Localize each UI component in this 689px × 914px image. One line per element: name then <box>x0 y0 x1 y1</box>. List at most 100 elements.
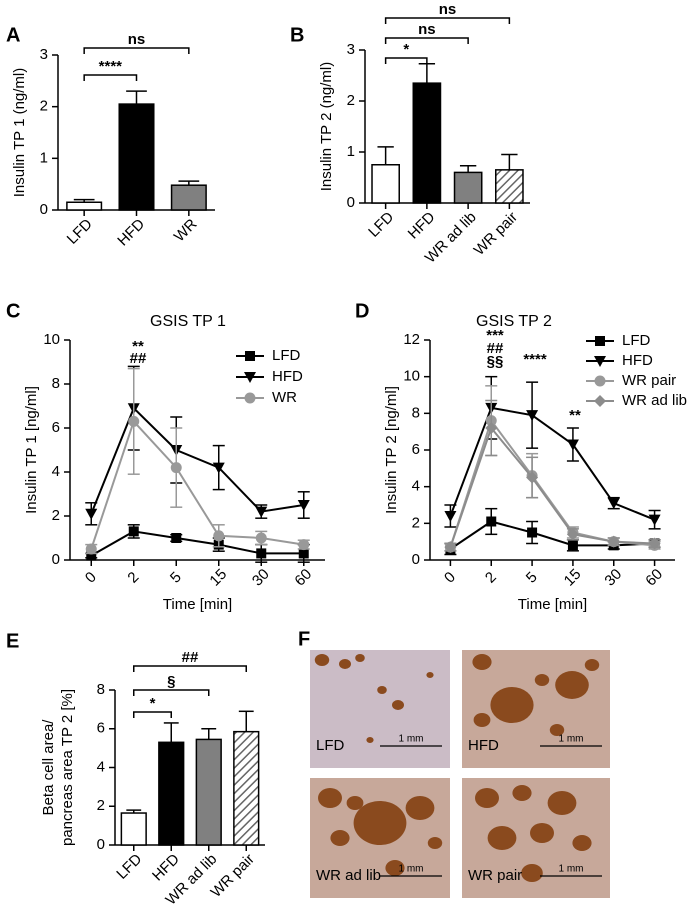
y-tick-label: 3 <box>347 41 355 58</box>
y-axis-label: pancreas area TP 2 [%] <box>59 689 76 846</box>
marker <box>526 410 539 422</box>
scale-label: 1 mm <box>559 734 584 745</box>
x-tick-label: 2 <box>124 569 142 587</box>
marker <box>648 514 661 526</box>
marker <box>85 508 98 520</box>
islet <box>475 788 499 808</box>
y-tick-label: 2 <box>52 507 60 524</box>
x-tick-label: 15 <box>561 566 585 590</box>
significance-label: ns <box>418 21 436 38</box>
x-axis-label: Time [min] <box>163 596 232 613</box>
bar <box>170 184 207 211</box>
marker <box>607 535 620 548</box>
significance-label: **** <box>523 351 547 368</box>
marker <box>527 527 538 538</box>
x-tick-label: 30 <box>601 566 625 590</box>
islet <box>330 830 350 846</box>
legend-label: WR ad lib <box>622 392 687 409</box>
y-tick-label: 12 <box>403 331 420 348</box>
x-axis-label: Time [min] <box>518 596 587 613</box>
x-tick-label: 0 <box>441 569 459 587</box>
y-tick-label: 2 <box>40 98 48 115</box>
micrograph <box>462 650 610 768</box>
micrograph-panel: F LFD 1 mm HFD 1 mm WR ad lib 1 mm WR pair 1 mm <box>298 628 610 898</box>
x-tick-label: 30 <box>249 566 273 590</box>
islet <box>530 823 554 843</box>
islet <box>318 788 342 808</box>
y-tick-label: 6 <box>52 419 60 436</box>
marker <box>567 540 578 551</box>
legend-marker <box>244 372 256 383</box>
series-line <box>90 406 304 515</box>
x-tick-label: WR pair <box>471 209 521 259</box>
significance-label: ## <box>182 649 199 666</box>
y-axis-label: Insulin TP 2 [ng/ml] <box>383 386 400 514</box>
significance-label: §§ <box>487 353 504 370</box>
x-tick-label: LFD <box>113 851 145 883</box>
marker <box>170 462 182 474</box>
bar <box>233 730 260 846</box>
x-tick-label: 15 <box>206 566 230 590</box>
islet <box>512 785 532 801</box>
x-tick-label: 60 <box>291 566 315 590</box>
y-tick-label: 4 <box>97 758 105 775</box>
marker <box>128 526 139 537</box>
marker <box>171 533 182 543</box>
x-tick-label: HFD <box>149 850 183 884</box>
y-axis-label: Beta cell area/ <box>40 719 57 816</box>
panel-letter: F <box>298 628 310 650</box>
islet <box>473 713 491 727</box>
islet <box>339 659 351 669</box>
series-line <box>90 530 304 557</box>
y-tick-label: 0 <box>412 551 420 568</box>
x-tick-label: 5 <box>167 569 185 587</box>
islet <box>572 835 592 851</box>
marker <box>566 439 579 451</box>
y-tick-label: 2 <box>347 92 355 109</box>
y-tick-label: 2 <box>412 514 420 531</box>
marker <box>255 532 267 544</box>
y-tick-label: 8 <box>412 404 420 421</box>
bar <box>412 82 442 204</box>
micrograph-label: LFD <box>316 737 345 754</box>
panel-letter: E <box>6 630 19 652</box>
islet <box>346 796 364 810</box>
y-tick-label: 6 <box>97 720 105 737</box>
bar <box>495 169 524 204</box>
bar <box>66 201 103 211</box>
marker <box>486 516 497 527</box>
marker <box>85 543 97 555</box>
y-axis-label: Insulin TP 1 (ng/ml) <box>11 68 28 198</box>
significance-label: ns <box>128 31 146 48</box>
y-tick-label: 1 <box>347 143 355 160</box>
x-tick-label: HFD <box>114 215 148 249</box>
marker <box>128 415 140 427</box>
bar <box>158 741 185 846</box>
bar <box>120 812 147 846</box>
islet <box>385 860 405 876</box>
x-tick-label: LFD <box>365 209 397 241</box>
micrograph-label: HFD <box>468 737 499 754</box>
significance-bracket <box>384 37 469 44</box>
legend-label: WR <box>272 389 297 406</box>
panel-letter: B <box>290 24 304 46</box>
legend-marker <box>244 392 256 404</box>
micrograph <box>310 650 450 768</box>
legend-label: LFD <box>272 347 301 364</box>
significance-label: *** <box>486 327 504 344</box>
islet <box>555 671 589 699</box>
significance-label: * <box>403 41 409 58</box>
legend-label: HFD <box>272 368 303 385</box>
y-tick-label: 10 <box>43 331 60 348</box>
significance-bracket <box>133 689 210 696</box>
islet <box>426 672 434 678</box>
y-axis-label: Insulin TP 1 [ng/ml] <box>23 386 40 514</box>
y-tick-label: 8 <box>52 375 60 392</box>
islet <box>366 737 374 743</box>
significance-label: § <box>167 673 175 690</box>
micrograph-label: WR pair <box>468 867 522 884</box>
panel-letter: A <box>6 24 20 46</box>
scale-label: 1 mm <box>399 734 424 745</box>
y-tick-label: 0 <box>347 194 355 211</box>
